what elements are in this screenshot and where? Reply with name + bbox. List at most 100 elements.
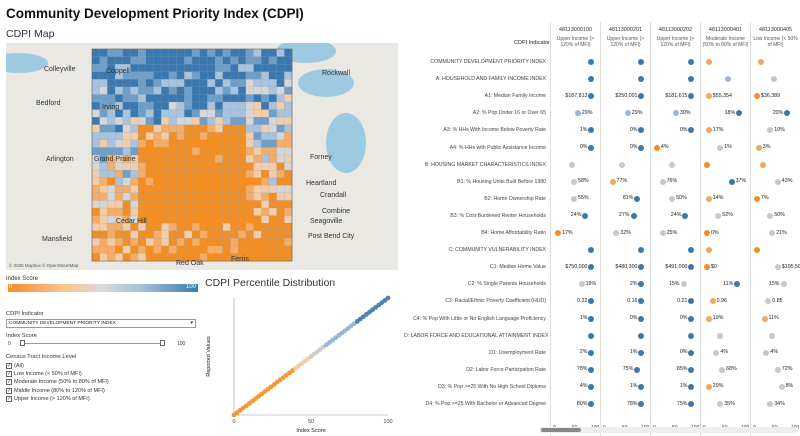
census-tract[interactable] (207, 56, 216, 65)
census-tract[interactable] (130, 48, 139, 57)
score-dot[interactable] (688, 298, 695, 305)
census-tract[interactable] (191, 64, 201, 73)
census-tract[interactable] (176, 154, 185, 163)
census-tract[interactable] (99, 223, 108, 232)
census-tract[interactable] (107, 147, 116, 156)
census-tract[interactable] (130, 71, 139, 80)
census-tract[interactable] (176, 223, 185, 232)
census-tract[interactable] (268, 117, 278, 126)
census-tract[interactable] (230, 79, 239, 88)
horizontal-scrollbar-thumb[interactable] (541, 428, 581, 432)
score-dot[interactable] (763, 349, 770, 356)
census-tract[interactable] (114, 200, 124, 209)
census-tract[interactable] (261, 48, 270, 57)
census-tract[interactable] (238, 223, 247, 232)
census-tract[interactable] (184, 177, 193, 186)
score-dot[interactable] (638, 127, 645, 134)
census-tract[interactable] (153, 223, 162, 232)
income-option[interactable]: ✓ Moderate Income (50% to 80% of MFI) (6, 379, 109, 386)
census-tract[interactable] (284, 94, 293, 103)
census-tract[interactable] (199, 192, 208, 201)
census-tract[interactable] (214, 109, 224, 118)
census-tract[interactable] (238, 154, 247, 163)
census-tract[interactable] (191, 162, 201, 171)
census-tract[interactable] (214, 223, 224, 232)
census-tract[interactable] (238, 71, 247, 80)
score-dot[interactable] (757, 59, 764, 65)
score-dot[interactable] (638, 93, 645, 100)
census-tract[interactable] (168, 56, 178, 65)
census-tract[interactable] (253, 170, 262, 179)
census-tract[interactable] (214, 253, 224, 262)
census-tract[interactable] (145, 238, 154, 247)
census-tract[interactable] (199, 132, 208, 141)
income-option[interactable]: ✓ Upper Income (> 120% of MFI) (6, 395, 90, 402)
census-tract[interactable] (276, 192, 285, 201)
census-tract[interactable] (145, 177, 154, 186)
census-tract[interactable] (207, 154, 216, 163)
census-tract[interactable] (238, 207, 247, 216)
score-dot[interactable] (767, 401, 774, 407)
census-tract[interactable] (199, 109, 208, 118)
census-tract[interactable] (230, 192, 239, 201)
score-dot[interactable] (774, 264, 781, 271)
census-tract[interactable] (222, 207, 231, 216)
score-dot[interactable] (638, 59, 645, 65)
score-dot[interactable] (736, 110, 743, 117)
census-tract[interactable] (214, 132, 224, 141)
score-dot[interactable] (774, 178, 781, 185)
census-tract[interactable] (114, 124, 124, 133)
census-tract[interactable] (114, 177, 124, 186)
census-tract[interactable] (284, 101, 293, 110)
census-tract[interactable] (238, 117, 247, 126)
census-tract[interactable] (284, 245, 293, 254)
census-tract[interactable] (145, 200, 154, 209)
census-tract[interactable] (99, 245, 108, 254)
census-tract[interactable] (184, 200, 193, 209)
census-tract[interactable] (145, 71, 154, 80)
census-tract[interactable] (91, 101, 101, 110)
census-tract[interactable] (199, 162, 208, 171)
census-tract[interactable] (207, 177, 216, 186)
score-dot[interactable] (688, 93, 695, 100)
census-tract[interactable] (107, 117, 116, 126)
census-tract[interactable] (122, 200, 131, 209)
census-tract[interactable] (107, 139, 116, 148)
census-tract[interactable] (276, 79, 285, 88)
census-tract[interactable] (91, 223, 101, 232)
census-tract[interactable] (222, 124, 231, 133)
census-tract[interactable] (130, 94, 139, 103)
census-tract[interactable] (222, 215, 231, 224)
census-tract[interactable] (145, 124, 154, 133)
census-tract[interactable] (145, 215, 154, 224)
census-tract[interactable] (130, 132, 139, 141)
census-tract[interactable] (276, 154, 285, 163)
census-tract[interactable] (138, 170, 147, 179)
census-tract[interactable] (161, 238, 170, 247)
census-tract[interactable] (153, 207, 162, 216)
census-tract[interactable] (199, 101, 208, 110)
census-tract[interactable] (245, 109, 254, 118)
score-dot[interactable] (774, 366, 781, 373)
census-tract[interactable] (145, 223, 154, 232)
census-tract[interactable] (122, 86, 131, 95)
score-dot[interactable] (672, 110, 679, 117)
census-tract[interactable] (138, 147, 147, 156)
census-tract[interactable] (238, 109, 247, 118)
score-dot[interactable] (688, 383, 695, 390)
census-tract[interactable] (168, 132, 178, 141)
census-tract[interactable] (138, 238, 147, 247)
census-tract[interactable] (130, 79, 139, 88)
census-tract[interactable] (138, 192, 147, 201)
census-tract[interactable] (222, 200, 231, 209)
census-tract[interactable] (161, 94, 170, 103)
census-tract[interactable] (168, 139, 178, 148)
census-tract[interactable] (261, 245, 270, 254)
census-tract[interactable] (191, 109, 201, 118)
census-tract[interactable] (207, 64, 216, 73)
score-dot[interactable] (784, 110, 791, 117)
census-tract[interactable] (122, 56, 131, 65)
census-tract[interactable] (284, 79, 293, 88)
census-tract[interactable] (268, 177, 278, 186)
score-dot[interactable] (688, 247, 695, 254)
